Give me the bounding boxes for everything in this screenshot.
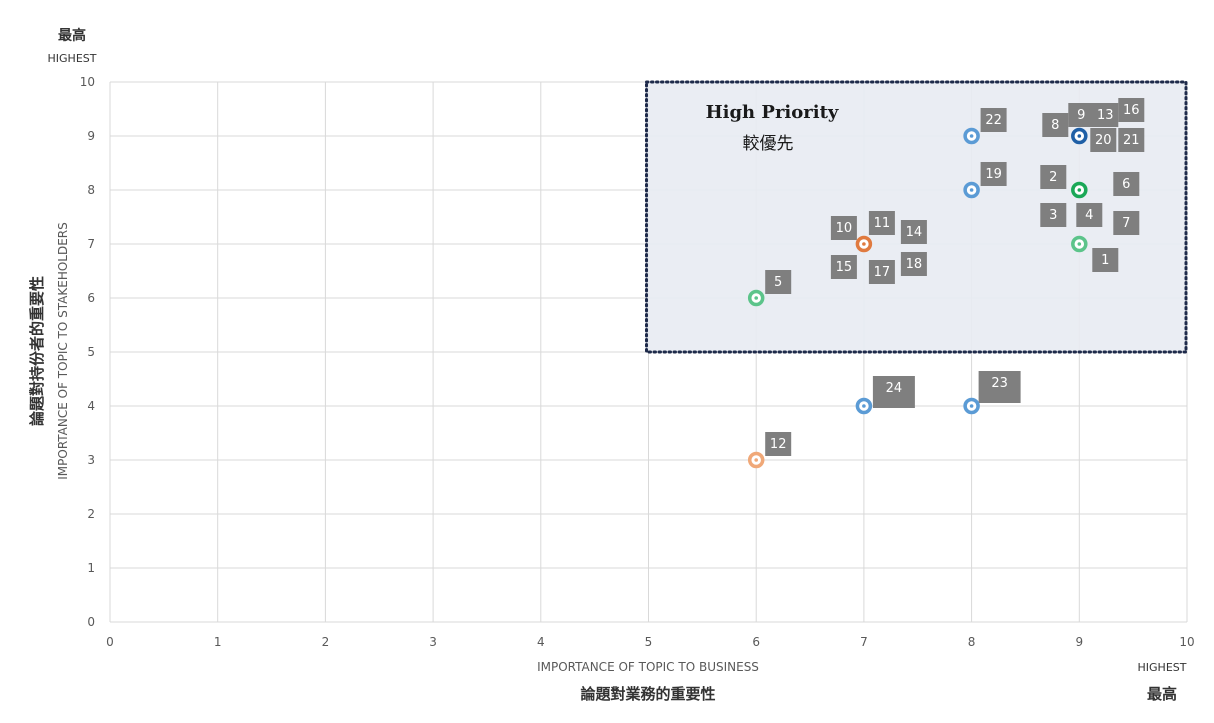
point-label-box: [1113, 172, 1140, 196]
data-point-center: [969, 134, 974, 138]
point-label-text: 13: [1097, 108, 1114, 123]
point-label-text: 24: [886, 381, 903, 396]
point-label-box: [978, 371, 1021, 403]
data-point-center: [969, 188, 974, 192]
y-axis-title-zh: 論題對持份者的重要性: [28, 276, 46, 426]
point-label-box: [830, 216, 857, 240]
data-point-center: [1077, 134, 1082, 138]
y-tick-label: 8: [87, 183, 95, 197]
x-tick-label: 10: [1179, 635, 1194, 649]
x-tick-label: 1: [214, 635, 222, 649]
point-label-box: [980, 108, 1007, 132]
point-label-box: [872, 376, 915, 408]
point-label-box: [900, 220, 927, 244]
point-label-text: 11: [874, 216, 891, 231]
point-label-box: [765, 270, 792, 294]
point-label-text: 10: [836, 221, 853, 236]
y-tick-label: 1: [87, 561, 95, 575]
point-label-box: [900, 252, 927, 276]
point-label-box: [1118, 128, 1145, 152]
point-label-box: [1040, 203, 1067, 227]
data-point-center: [862, 242, 866, 246]
y-axis-highest-zh: 最高: [58, 27, 86, 44]
x-tick-label: 3: [429, 635, 437, 649]
x-axis-title-en: IMPORTANCE OF TOPIC TO BUSINESS: [537, 660, 759, 674]
y-tick-label: 5: [87, 345, 95, 359]
point-label-box: [1092, 103, 1119, 127]
y-tick-label: 0: [87, 615, 95, 629]
point-label-box: [1076, 203, 1103, 227]
point-label-text: 19: [985, 167, 1002, 182]
point-label-box: [868, 260, 895, 284]
point-label-text: 21: [1123, 133, 1140, 148]
point-label-text: 12: [770, 437, 787, 452]
point-label-box: [1092, 248, 1119, 272]
point-label-text: 1: [1101, 253, 1109, 268]
region-label-en: High Priority: [706, 102, 839, 123]
region-label-zh: 較優先: [743, 134, 794, 154]
point-label-text: 4: [1085, 208, 1093, 223]
point-label-text: 17: [874, 265, 891, 280]
y-tick-label: 4: [87, 399, 95, 413]
point-label-text: 18: [906, 257, 923, 272]
point-label-text: 23: [991, 376, 1008, 391]
point-label-box: [830, 255, 857, 279]
point-label-box: [765, 432, 792, 456]
point-label-text: 15: [836, 260, 853, 275]
data-point-center: [1077, 188, 1082, 192]
point-label-text: 16: [1123, 103, 1140, 118]
y-tick-label: 7: [87, 237, 95, 251]
x-tick-label: 8: [968, 635, 976, 649]
x-axis-highest-zh: 最高: [1147, 685, 1177, 703]
point-label-text: 8: [1051, 118, 1059, 133]
y-tick-label: 10: [80, 75, 95, 89]
point-label-box: [1118, 98, 1145, 122]
point-label-box: [1040, 165, 1067, 189]
point-label-box: [1042, 113, 1069, 137]
y-tick-label: 3: [87, 453, 95, 467]
x-tick-label: 4: [537, 635, 545, 649]
x-axis-highest-en: HIGHEST: [1138, 661, 1187, 674]
point-label-box: [1113, 211, 1140, 235]
x-tick-label: 0: [106, 635, 114, 649]
point-label-box: [868, 211, 895, 235]
point-label-text: 3: [1049, 208, 1057, 223]
point-label-box: [1090, 128, 1117, 152]
point-label-text: 14: [906, 225, 923, 240]
point-label-text: 5: [774, 275, 782, 290]
y-tick-label: 9: [87, 129, 95, 143]
data-point-center: [1077, 242, 1082, 246]
data-point-center: [862, 404, 866, 408]
data-point-center: [969, 404, 974, 408]
point-label-text: 7: [1122, 216, 1130, 231]
point-label-box: [980, 162, 1007, 186]
y-axis-highest-en: HIGHEST: [48, 52, 97, 65]
y-tick-label: 6: [87, 291, 95, 305]
data-point-center: [754, 296, 758, 300]
x-tick-label: 7: [860, 635, 868, 649]
point-label-text: 6: [1122, 177, 1130, 192]
data-point-center: [754, 458, 758, 462]
x-axis-title-zh: 論題對業務的重要性: [580, 685, 715, 703]
point-label-text: 2: [1049, 170, 1057, 185]
x-tick-label: 6: [752, 635, 760, 649]
data-points: [747, 127, 1088, 469]
point-label-text: 9: [1077, 108, 1085, 123]
x-tick-label: 9: [1075, 635, 1083, 649]
y-tick-label: 2: [87, 507, 95, 521]
y-axis-title-en: IMPORTANCE OF TOPIC TO STAKEHOLDERS: [56, 222, 70, 480]
point-label-text: 22: [985, 113, 1002, 128]
x-tick-label: 2: [322, 635, 330, 649]
point-label-text: 20: [1095, 133, 1112, 148]
x-tick-label: 5: [645, 635, 653, 649]
point-label-box: [1068, 103, 1095, 127]
